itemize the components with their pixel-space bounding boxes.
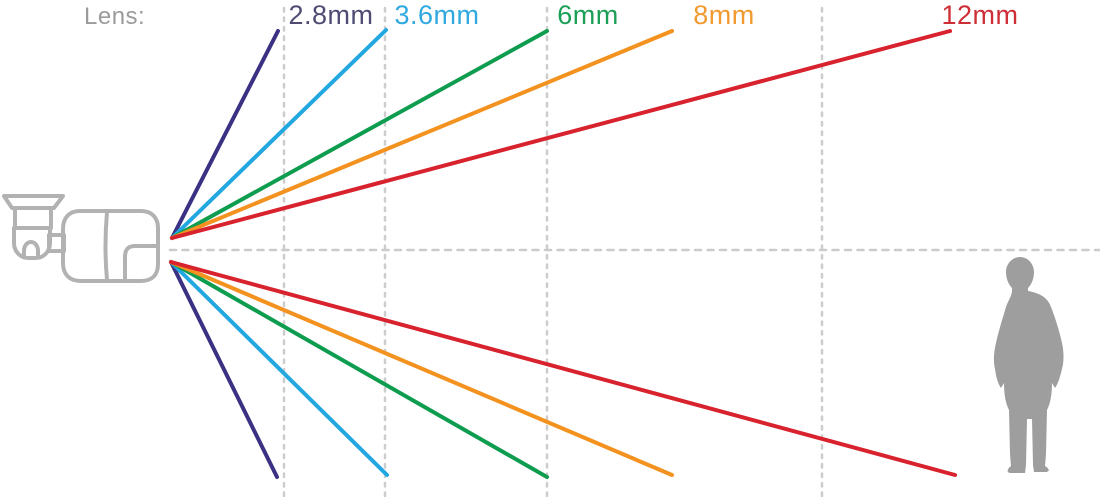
fov-line-bottom-2.8mm <box>169 260 279 479</box>
fov-line-top-3.6mm <box>170 28 388 240</box>
fov-lines <box>169 28 957 479</box>
fov-line-bottom-3.6mm <box>169 260 389 477</box>
camera-body <box>61 209 160 283</box>
camera-body-divider <box>103 210 109 282</box>
camera-mount-block <box>13 206 53 230</box>
fov-line-bottom-6mm <box>169 260 549 479</box>
distance-gridlines <box>282 6 824 497</box>
bullet-security-camera-icon <box>2 194 160 283</box>
camera-lens-notch <box>123 244 159 282</box>
fov-line-top-6mm <box>170 29 549 240</box>
fov-line-top-2.8mm <box>170 29 280 240</box>
standing-person-silhouette <box>993 257 1064 473</box>
fov-line-top-12mm <box>170 29 952 240</box>
camera-mount-cap <box>2 194 65 210</box>
fov-line-bottom-8mm <box>169 260 674 477</box>
fov-line-top-8mm <box>170 29 674 240</box>
fov-line-bottom-12mm <box>169 260 957 477</box>
camera-mount-arch <box>22 240 40 259</box>
